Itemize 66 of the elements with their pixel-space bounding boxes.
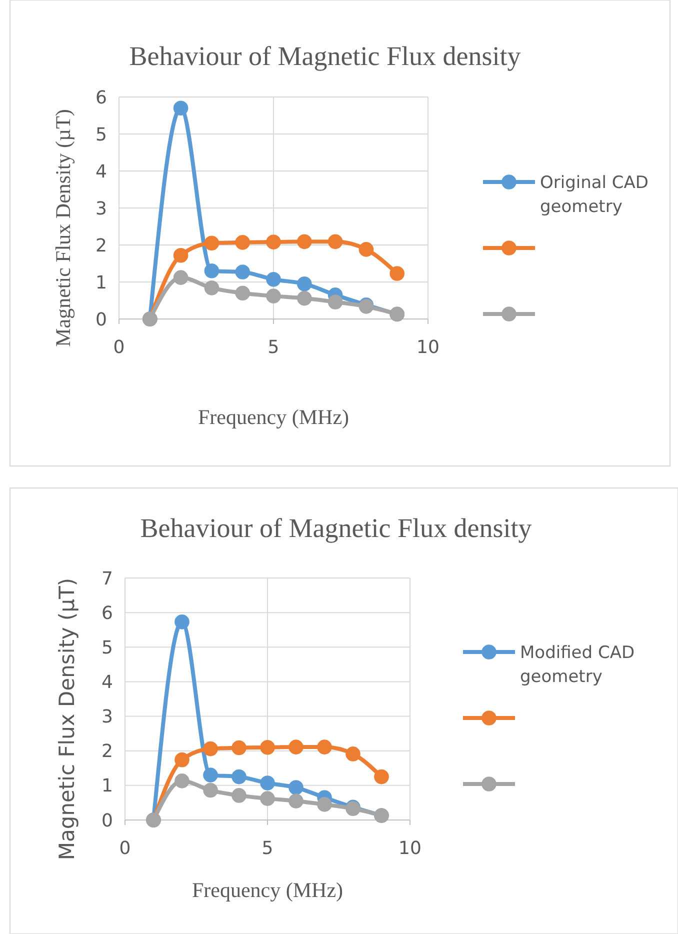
y-tick-label: 2 <box>96 235 107 256</box>
point <box>296 290 312 306</box>
point <box>204 264 220 278</box>
y-tick-label: 0 <box>102 810 113 832</box>
point <box>288 740 304 754</box>
legend-label: Original CAD geometry <box>540 172 649 217</box>
point <box>203 768 218 782</box>
point <box>260 740 275 755</box>
point <box>288 780 304 795</box>
y-tick-label: 6 <box>102 602 113 624</box>
x-tick-label: 10 <box>416 337 440 358</box>
point <box>232 788 246 803</box>
chart-title: Behaviour of Magnetic Flux density <box>140 513 532 543</box>
chart-title: Behaviour of Magnetic Flux density <box>129 41 522 71</box>
point <box>266 272 281 287</box>
y-tick-label: 4 <box>102 672 113 694</box>
point <box>173 270 188 285</box>
point <box>346 746 360 762</box>
point <box>260 776 275 790</box>
x-axis-title: Frequency (MHz) <box>198 405 350 429</box>
y-tick-label: 1 <box>96 272 107 294</box>
y-axis-title: Magnetic Flux Density (µT) <box>51 109 75 347</box>
point <box>232 740 246 756</box>
point <box>204 236 220 251</box>
y-tick-label: 2 <box>102 741 113 762</box>
point <box>174 614 190 630</box>
point <box>288 794 304 808</box>
point <box>358 242 374 257</box>
point <box>390 266 405 281</box>
point <box>235 264 250 280</box>
point <box>173 100 188 116</box>
point <box>296 234 312 250</box>
point <box>204 280 220 296</box>
point <box>266 288 281 304</box>
point <box>296 276 312 292</box>
point <box>232 769 246 784</box>
point <box>203 782 218 798</box>
y-tick-label: 4 <box>96 161 107 182</box>
point <box>328 234 343 250</box>
y-tick-label: 1 <box>102 776 113 797</box>
point <box>235 286 250 300</box>
x-tick-label: 5 <box>268 337 280 358</box>
y-tick-label: 3 <box>102 706 113 728</box>
x-axis-title: Frequency (MHz) <box>192 878 344 902</box>
point <box>317 797 332 812</box>
y-tick-label: 5 <box>96 124 107 146</box>
y-tick-label: 7 <box>102 568 113 590</box>
x-tick-label: 10 <box>398 838 422 859</box>
point <box>374 769 389 784</box>
y-tick-label: 3 <box>96 198 107 220</box>
point <box>328 294 343 310</box>
point <box>317 740 332 754</box>
point <box>266 234 281 250</box>
y-axis-title: Magnetic Flux Density (µT) <box>55 578 79 860</box>
x-tick-label: 5 <box>262 838 274 859</box>
legend-label: Modified CAD geometry <box>520 642 635 687</box>
x-tick-label: 0 <box>119 838 131 859</box>
y-tick-label: 0 <box>96 309 107 330</box>
y-tick-label: 6 <box>96 87 107 108</box>
point <box>235 235 250 250</box>
point <box>203 741 218 756</box>
point <box>173 248 188 263</box>
y-tick-label: 5 <box>102 637 113 658</box>
point <box>260 791 275 806</box>
point <box>174 774 190 788</box>
point <box>174 752 190 768</box>
